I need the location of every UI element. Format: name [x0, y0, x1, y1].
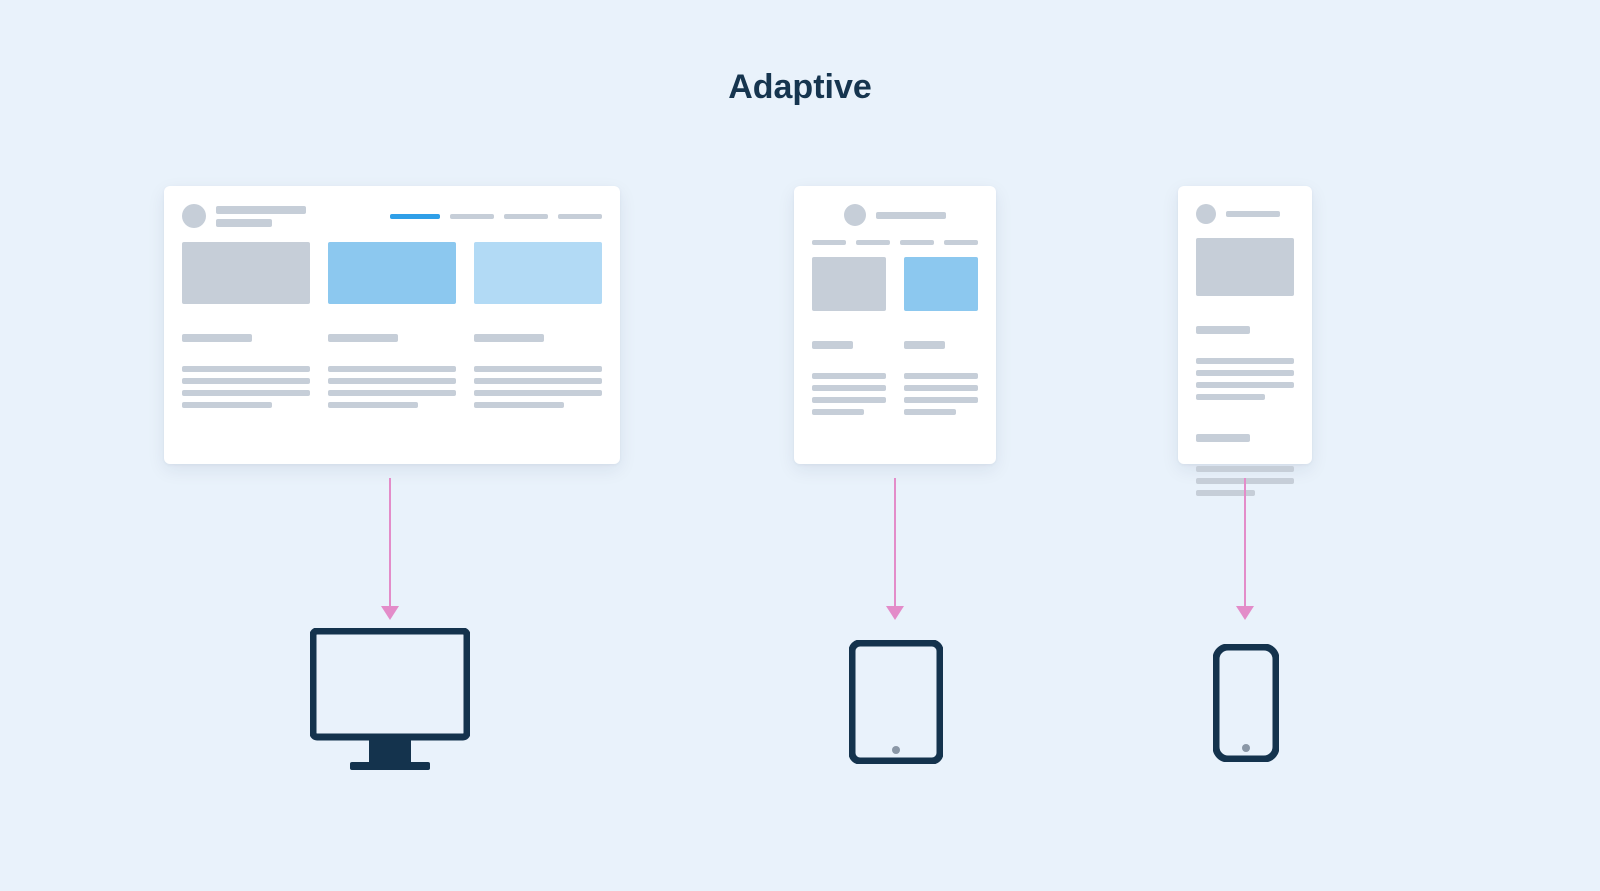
placeholder-bar [904, 341, 945, 349]
placeholder-bar [504, 214, 548, 219]
placeholder-bar [328, 334, 398, 342]
placeholder-bar [904, 385, 978, 391]
placeholder-bar [182, 378, 310, 384]
placeholder-bar [328, 378, 456, 384]
nav-placeholder [812, 240, 978, 245]
placeholder-bar [1196, 394, 1265, 400]
placeholder-bar [474, 366, 602, 372]
placeholder-bar [182, 390, 310, 396]
placeholder-bar [856, 240, 890, 245]
placeholder-bar [1196, 434, 1250, 442]
placeholder-bar [474, 402, 564, 408]
arrow-down-icon [1244, 478, 1246, 618]
placeholder-bar [328, 366, 456, 372]
thumbnail-placeholder [812, 257, 886, 311]
placeholder-bar [944, 240, 978, 245]
placeholder-bar [328, 402, 418, 408]
thumbnail-placeholder [474, 242, 602, 304]
placeholder-bar [390, 214, 440, 219]
placeholder-bar [216, 206, 306, 214]
placeholder-bar [812, 385, 886, 391]
placeholder-bar [812, 409, 864, 415]
placeholder-bar [904, 409, 956, 415]
placeholder-bar [1196, 382, 1294, 388]
placeholder-bar [450, 214, 494, 219]
placeholder-bar [182, 366, 310, 372]
placeholder-bar [558, 214, 602, 219]
placeholder-bar [812, 397, 886, 403]
arrow-down-icon [894, 478, 896, 618]
placeholder-bar [1196, 466, 1294, 472]
placeholder-bar [1196, 326, 1250, 334]
placeholder-bar [1196, 370, 1294, 376]
placeholder-bar [216, 219, 272, 227]
placeholder-bar [812, 240, 846, 245]
placeholder-bar [474, 378, 602, 384]
placeholder-bar [900, 240, 934, 245]
layout-card-phone [1178, 186, 1312, 464]
thumbnail-placeholder [904, 257, 978, 311]
placeholder-bar [1226, 211, 1280, 217]
tablet-icon [849, 640, 943, 769]
layout-card-desktop [164, 186, 620, 464]
thumbnail-placeholder [182, 242, 310, 304]
layout-card-tablet [794, 186, 996, 464]
placeholder-bar [1196, 358, 1294, 364]
avatar-placeholder [1196, 204, 1216, 224]
placeholder-bar [328, 390, 456, 396]
placeholder-bar [474, 390, 602, 396]
placeholder-bar [474, 334, 544, 342]
thumbnail-placeholder [1196, 238, 1294, 296]
phone-icon [1213, 644, 1279, 767]
page-title: Adaptive [0, 68, 1600, 107]
avatar-placeholder [844, 204, 866, 226]
nav-placeholder [390, 214, 602, 219]
placeholder-bar [812, 373, 886, 379]
avatar-placeholder [182, 204, 206, 228]
placeholder-bar [182, 402, 272, 408]
placeholder-bar [876, 212, 946, 219]
placeholder-bar [904, 397, 978, 403]
arrow-down-icon [389, 478, 391, 618]
placeholder-bar [812, 341, 853, 349]
diagram-canvas: Adaptive [0, 0, 1600, 891]
placeholder-bar [904, 373, 978, 379]
thumbnail-placeholder [328, 242, 456, 304]
desktop-icon [310, 628, 470, 779]
placeholder-bar [182, 334, 252, 342]
